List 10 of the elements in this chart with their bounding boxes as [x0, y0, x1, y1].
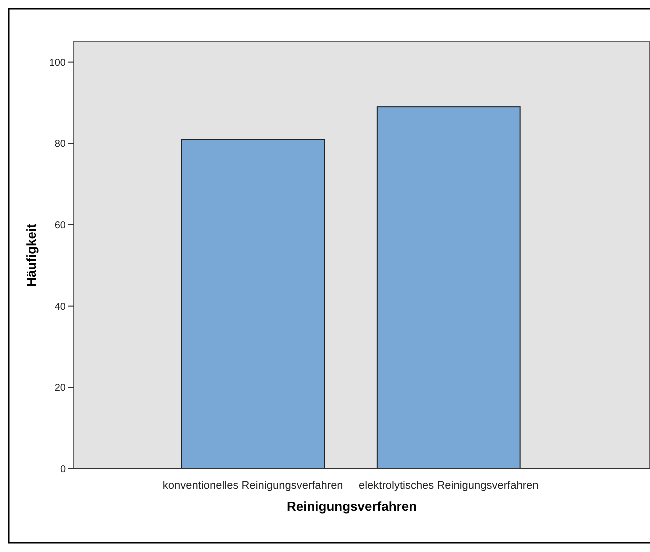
y-axis-title: Häufigkeit	[24, 223, 39, 287]
y-tick-label: 40	[54, 302, 66, 313]
y-tick-label: 80	[54, 139, 66, 150]
x-tick-label: konventionelles Reinigungsverfahren	[162, 480, 344, 492]
x-tick-label: elektrolytisches Reinigungsverfahren	[358, 480, 539, 492]
y-tick-label: 0	[60, 464, 66, 476]
x-axis-title: Reinigungsverfahren	[286, 499, 418, 514]
y-tick-label: 60	[54, 220, 66, 232]
y-tick-label: 100	[49, 58, 66, 69]
y-tick-label: 20	[54, 383, 66, 394]
